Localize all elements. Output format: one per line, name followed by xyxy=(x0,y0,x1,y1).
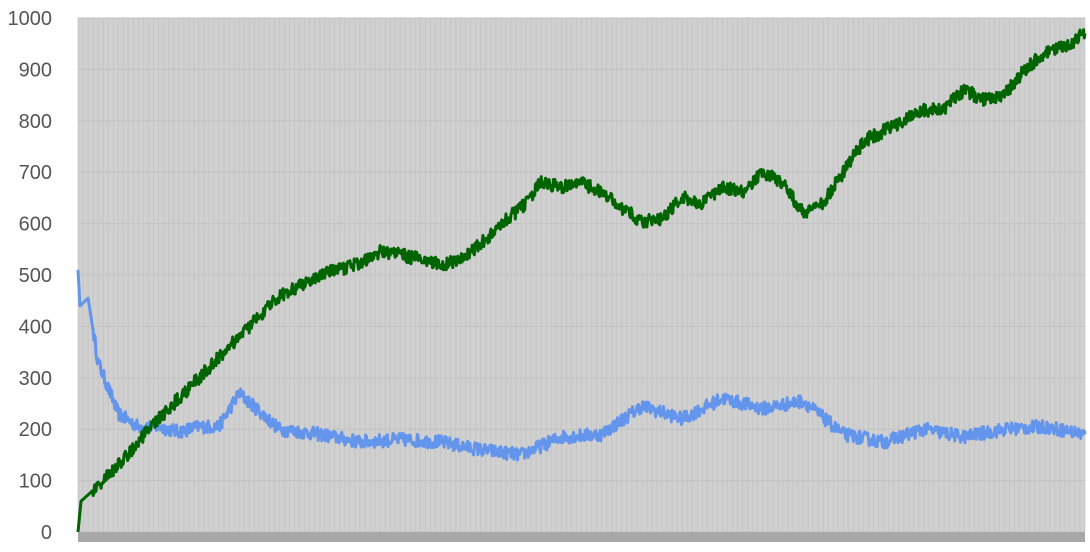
series-layer xyxy=(76,28,1087,533)
y-tick-label: 500 xyxy=(19,265,52,287)
series-line-1 xyxy=(76,269,1087,462)
y-tick-label: 800 xyxy=(19,111,52,133)
y-tick-label: 600 xyxy=(19,214,52,236)
y-tick-label: 1000 xyxy=(8,8,53,30)
y-axis: 0 100 200 300 400 500 600 700 800 900 1000 xyxy=(8,8,53,544)
y-tick-label: 200 xyxy=(19,419,52,441)
y-tick-label: 900 xyxy=(19,59,52,81)
x-axis-band xyxy=(78,532,1085,542)
gridlines xyxy=(77,17,1086,533)
y-tick-label: 100 xyxy=(19,471,52,493)
y-tick-label: 700 xyxy=(19,162,52,184)
series-line-2 xyxy=(76,28,1087,533)
y-tick-label: 0 xyxy=(41,522,52,544)
y-tick-label: 300 xyxy=(19,368,52,390)
y-tick-label: 400 xyxy=(19,316,52,338)
